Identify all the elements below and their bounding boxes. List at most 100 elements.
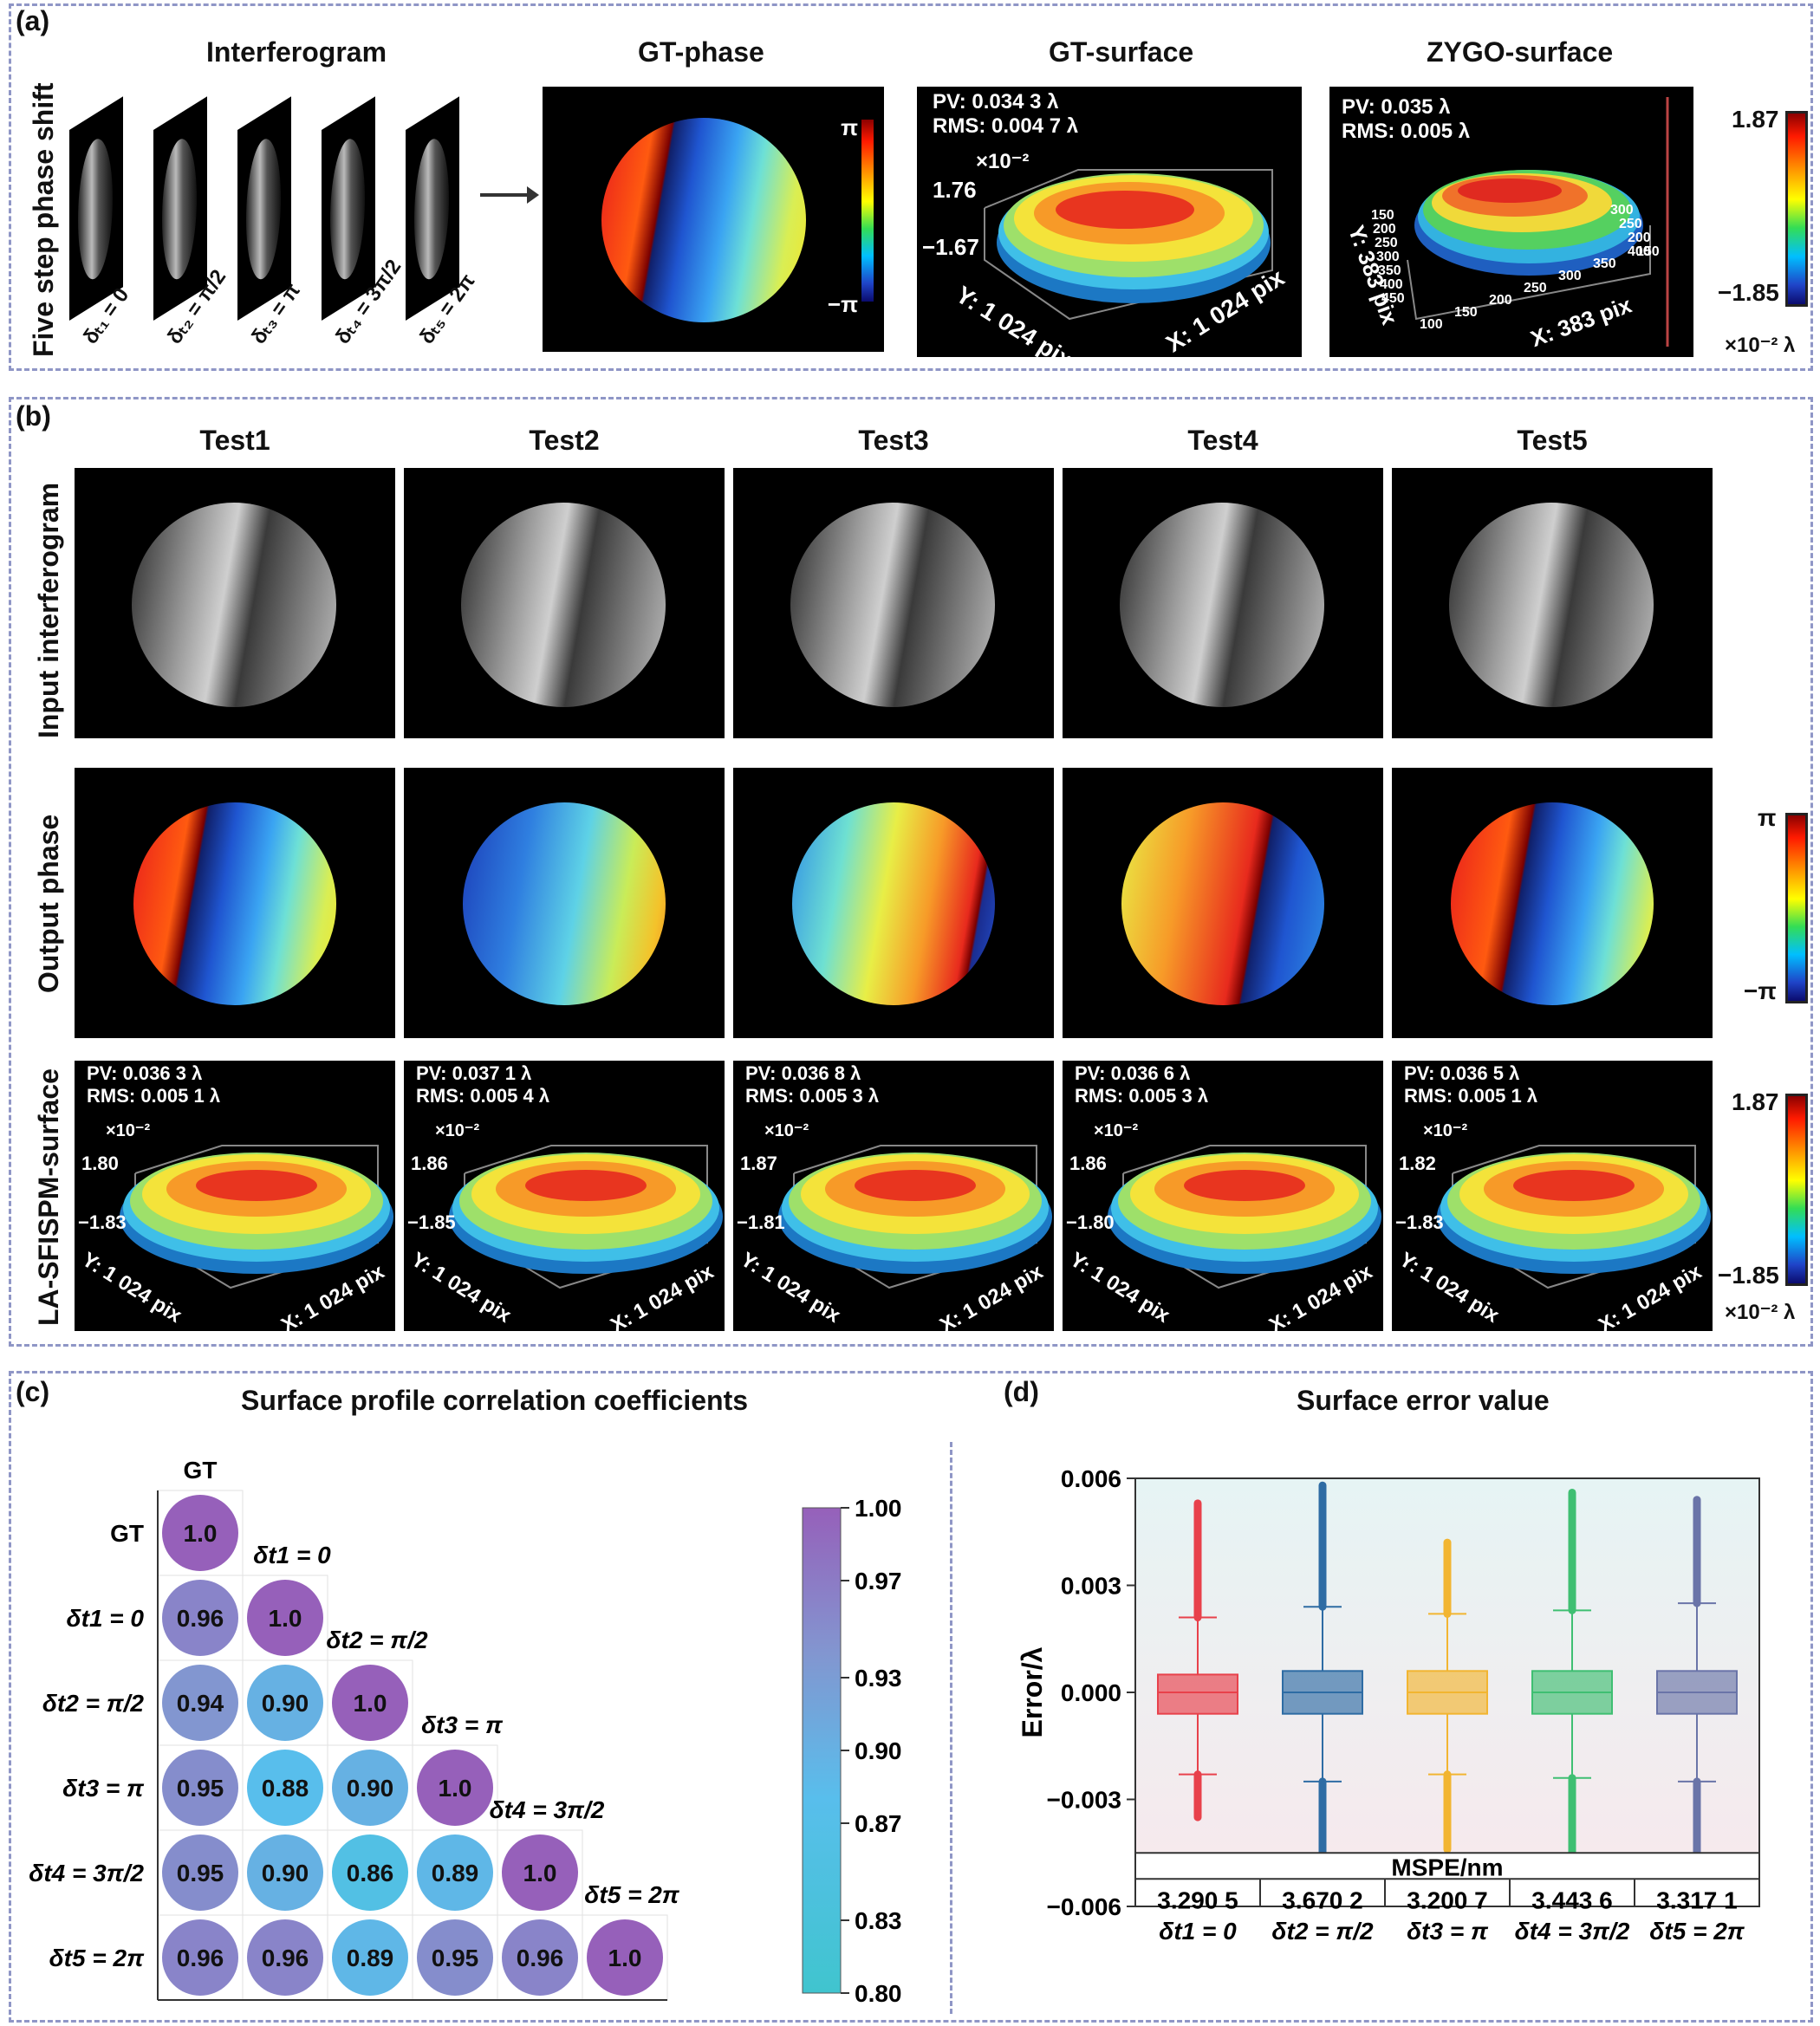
corr-row-label: δt5 = 2π (49, 1945, 145, 1971)
y-tick-label: 0.006 (1061, 1465, 1121, 1492)
zygo-rtick: 150 (1636, 244, 1660, 259)
surface-3: PV: 0.036 8 λ RMS: 0.005 3 λ ×10⁻² 1.87 −1.8… (733, 1061, 1054, 1331)
interferogram-ellipse (162, 128, 197, 289)
panel-a-surface-colorbar (1785, 111, 1808, 307)
zygo-surface-image: PV: 0.035 λ RMS: 0.005 λ Y: 383 pix X: 3… (1329, 87, 1693, 357)
zygo-rtick: 300 (1610, 203, 1634, 218)
gt-phase-colorbar (861, 120, 874, 302)
corr-circle (332, 1919, 408, 1996)
zygo-rtick: 200 (1628, 231, 1651, 245)
corr-value: 0.90 (262, 1860, 309, 1886)
interferogram-ellipse (330, 128, 365, 289)
arrow-icon (480, 186, 539, 204)
corr-circle (162, 1750, 238, 1826)
panel-b-cbar-unit: ×10⁻² λ (1725, 1301, 1796, 1324)
surface-zmax: 1.87 (740, 1153, 777, 1174)
surface-plot (1108, 1145, 1381, 1289)
input-interferogram-1 (75, 468, 395, 738)
corr-circle (417, 1919, 493, 1996)
test-title-1: Test1 (199, 425, 270, 456)
output-phase-4 (1063, 768, 1383, 1038)
mspe-value: 3.317 1 (1656, 1886, 1737, 1913)
interferogram-disk (132, 503, 336, 707)
test-title-5: Test5 (1517, 425, 1588, 456)
zygo-ytick: 300 (1376, 250, 1400, 264)
corr-row-label: δt4 = 3π/2 (29, 1860, 144, 1886)
corr-colorbar (802, 1507, 842, 1994)
surface-zmin: −1.81 (737, 1211, 785, 1233)
surface-zmax: 1.80 (81, 1153, 119, 1174)
surface-plot (778, 1145, 1052, 1289)
surface-error-boxplot: 0.006 0.003 0.000 −0.003 −0.006 Error/λ δt1 = … (1017, 1465, 1760, 1945)
panel-b-phase-colorbar (1785, 813, 1808, 1003)
y-axis-label: Error/λ (1017, 1646, 1048, 1737)
corr-cbar-label: 0.93 (855, 1665, 902, 1692)
y-tick-label: 0.003 (1061, 1573, 1121, 1600)
zygo-surface-plot (1407, 97, 1669, 347)
corr-circle (162, 1919, 238, 1996)
corr-col-label: δt1 = 0 (253, 1542, 331, 1568)
title-gt-surface: GT-surface (1049, 36, 1194, 68)
surface-scale: ×10⁻² (1094, 1121, 1139, 1140)
surface-layer (525, 1170, 647, 1201)
corr-value: 0.96 (177, 1945, 224, 1971)
y-tick-label: 0.000 (1061, 1679, 1121, 1706)
phase-disk (133, 802, 336, 1005)
test-title-4: Test4 (1187, 425, 1258, 456)
gt-phase-image: π −π (543, 87, 884, 352)
panel-a-label: (a) (16, 5, 50, 36)
panel-d-title: Surface error value (1297, 1385, 1550, 1416)
phase-disk (1451, 802, 1654, 1005)
output-phase-1 (75, 768, 395, 1038)
surface-pv: PV: 0.036 3 λ (87, 1062, 203, 1084)
corr-circle (247, 1919, 323, 1996)
corr-col-label: δt2 = π/2 (326, 1627, 428, 1653)
surface-axis-back (134, 1145, 379, 1191)
corr-value: 0.90 (262, 1690, 309, 1717)
corr-circle (162, 1665, 238, 1741)
corr-cbar-label: 1.00 (855, 1495, 902, 1522)
panel-b-phase-max: π (1758, 804, 1777, 831)
gt-phase-cbar-max: π (841, 114, 858, 140)
panel-b (9, 397, 1813, 1347)
corr-value: 1.0 (523, 1860, 557, 1886)
corr-value: 0.96 (262, 1945, 309, 1971)
interferogram-disk (790, 503, 995, 707)
gt-phase-disk (601, 118, 806, 322)
surface-scale: ×10⁻² (435, 1121, 480, 1140)
gt-surface-zmin: −1.67 (922, 234, 979, 260)
surface-axis-back (793, 1145, 1037, 1191)
surface-layer (1513, 1170, 1635, 1201)
corr-value: 1.0 (269, 1605, 302, 1632)
gt-phase-cbar-min: −π (827, 291, 858, 317)
corr-value: 0.94 (177, 1690, 224, 1717)
surface-plot (120, 1145, 393, 1289)
surface-scale: ×10⁻² (764, 1121, 809, 1140)
gt-surface-plot (984, 169, 1273, 321)
corr-circle (162, 1580, 238, 1656)
corr-circle (162, 1834, 238, 1911)
corr-value: 0.95 (177, 1775, 224, 1802)
corr-col-label: GT (184, 1457, 218, 1484)
panel-a-cbar-min: −1.85 (1718, 279, 1779, 306)
corr-row-label: δt2 = π/2 (42, 1690, 145, 1717)
surface-layer (1184, 1170, 1305, 1201)
zygo-ytick: 150 (1371, 208, 1394, 223)
panel-a-cbar-max: 1.87 (1732, 106, 1779, 133)
corr-row-label: GT (110, 1520, 144, 1547)
x-category-label: δt3 = π (1407, 1918, 1489, 1945)
x-category-label: δt4 = 3π/2 (1515, 1918, 1630, 1945)
surface-axis-back (1122, 1145, 1367, 1191)
corr-circle (247, 1580, 323, 1656)
surface-4: PV: 0.036 6 λ RMS: 0.005 3 λ ×10⁻² 1.86 −1.8… (1063, 1061, 1383, 1331)
surface-pv: PV: 0.036 6 λ (1075, 1062, 1191, 1084)
title-zygo-surface: ZYGO-surface (1427, 36, 1614, 68)
mspe-value: 3.290 5 (1157, 1886, 1238, 1913)
mspe-value: 3.200 7 (1407, 1886, 1487, 1913)
panel-divider (950, 1442, 952, 2014)
surface-zmax: 1.82 (1399, 1153, 1436, 1174)
surface-pv: PV: 0.036 8 λ (745, 1062, 861, 1084)
output-phase-5 (1392, 768, 1713, 1038)
surface-rms: RMS: 0.005 1 λ (1404, 1085, 1538, 1107)
surface-plot (1437, 1145, 1711, 1289)
